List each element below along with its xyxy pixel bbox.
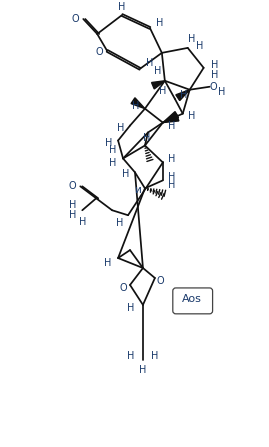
Text: H: H [188, 34, 195, 44]
Text: и: и [134, 186, 141, 195]
FancyBboxPatch shape [173, 288, 213, 314]
Polygon shape [131, 98, 145, 109]
Text: O: O [156, 276, 164, 286]
Text: H: H [159, 86, 167, 96]
Text: H: H [218, 87, 225, 97]
Text: H: H [132, 101, 140, 111]
Text: H: H [168, 180, 175, 190]
Text: O: O [95, 47, 103, 57]
Text: H: H [104, 258, 112, 268]
Text: H: H [168, 155, 175, 164]
Text: H: H [211, 60, 218, 70]
Text: H: H [168, 173, 175, 182]
Text: H: H [79, 217, 86, 227]
Polygon shape [163, 114, 179, 122]
Text: H: H [127, 350, 135, 361]
Text: H: H [154, 66, 162, 76]
Text: H: H [69, 200, 76, 210]
Text: H: H [168, 121, 175, 131]
Text: H: H [211, 70, 218, 80]
Text: H: H [69, 210, 76, 220]
Text: H: H [109, 158, 117, 169]
Text: H: H [117, 122, 125, 133]
Text: H: H [139, 365, 147, 375]
Text: O: O [72, 14, 79, 24]
Text: H: H [146, 58, 154, 68]
Text: O: O [69, 181, 76, 191]
Text: H: H [118, 2, 126, 12]
Text: H: H [151, 350, 159, 361]
Text: H: H [109, 145, 117, 156]
Polygon shape [163, 112, 179, 122]
Polygon shape [176, 90, 190, 101]
Text: H: H [143, 132, 151, 143]
Text: H: H [116, 218, 124, 228]
Text: H: H [156, 18, 164, 28]
Text: H: H [196, 41, 203, 51]
Text: H: H [105, 138, 113, 148]
Text: H: H [180, 90, 187, 100]
Text: O: O [210, 82, 217, 92]
Polygon shape [151, 81, 165, 89]
Text: H: H [188, 110, 195, 121]
Text: H: H [122, 169, 130, 179]
Text: H: H [127, 303, 135, 313]
Text: Aos: Aos [182, 294, 202, 304]
Text: O: O [119, 283, 127, 293]
